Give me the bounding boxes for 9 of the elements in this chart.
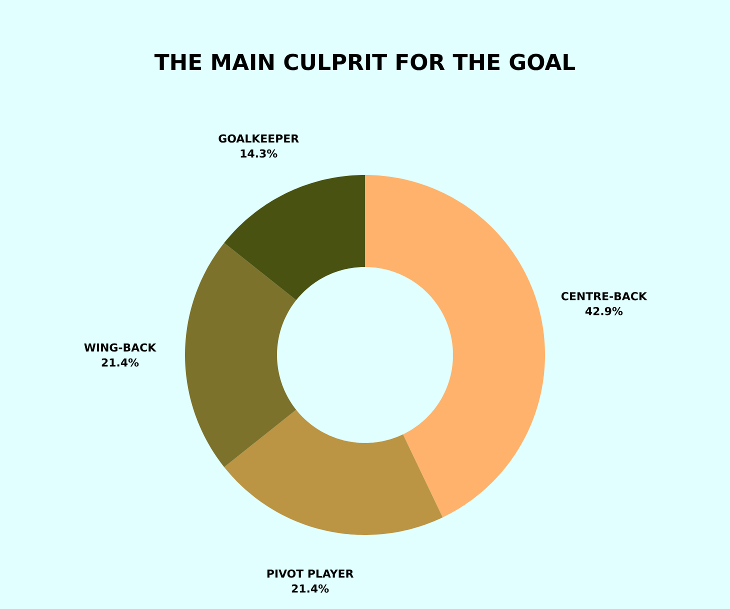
slice-label: WING-BACK — [84, 343, 156, 352]
data-label: 14.3% — [240, 149, 278, 158]
chart-title: THE MAIN CULPRIT FOR THE GOAL — [154, 54, 576, 70]
slice-label: GOALKEEPER — [218, 134, 299, 143]
data-label: 21.4% — [102, 358, 139, 367]
slice-label: PIVOT PLAYER — [267, 569, 354, 578]
data-label: 21.4% — [292, 584, 329, 593]
data-label: 42.9% — [585, 307, 623, 316]
slice-label: CENTRE-BACK — [561, 292, 648, 300]
